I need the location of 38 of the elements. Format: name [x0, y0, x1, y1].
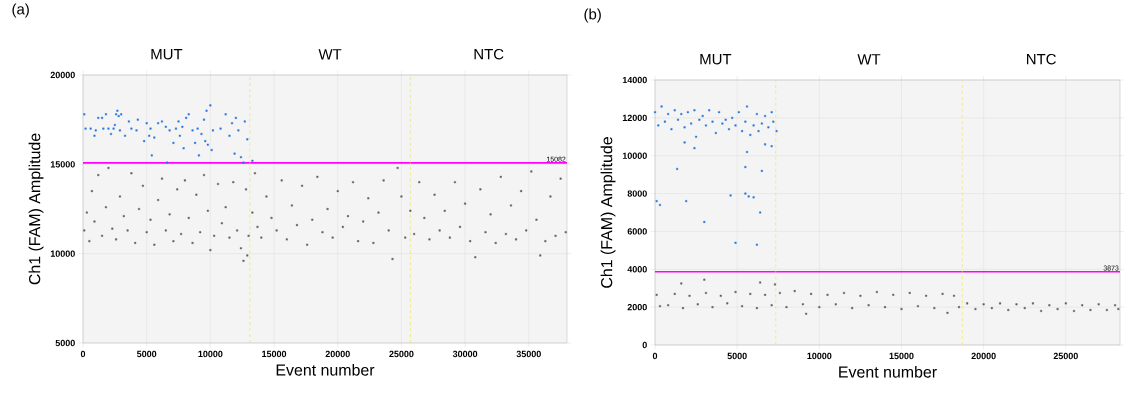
x-tick-label: 5000: [727, 352, 747, 360]
x-tick-label: 20000: [325, 350, 350, 358]
chart-title: (a): [12, 3, 29, 18]
x-tick-label: 0: [80, 350, 86, 358]
chart-title: (b): [584, 8, 601, 23]
text: MUT: [700, 54, 732, 65]
x-tick-label: 15000: [889, 352, 914, 360]
text: MUT: [151, 49, 183, 60]
text: NTC: [474, 48, 504, 60]
text: WT: [318, 49, 342, 60]
y-tick-label: 14000: [622, 76, 647, 84]
y-tick-label: 5000: [55, 339, 75, 347]
x-tick-label: 10000: [198, 350, 223, 358]
x-tick-label: 25000: [389, 350, 414, 358]
y-tick-label: 8000: [627, 190, 647, 197]
x-tick-label: 30000: [452, 350, 478, 358]
x-axis-title: Event number: [276, 363, 375, 376]
y-tick-label: 0: [642, 341, 647, 349]
y-tick-label: 10000: [50, 250, 75, 257]
x-tick-label: 15000: [262, 350, 287, 358]
x-tick-label: 35000: [516, 350, 541, 358]
y-tick-label: 15000: [50, 161, 75, 168]
y-tick-label: 4000: [627, 266, 647, 273]
y-tick-label: 10000: [622, 152, 647, 159]
x-tick-label: 5000: [136, 350, 157, 358]
x-tick-label: 25000: [1053, 352, 1078, 360]
y-axis-title: Ch1 (FAM) Amplitude: [600, 137, 616, 288]
x-tick-label: 10000: [807, 352, 832, 360]
y-tick-label: 2000: [627, 303, 647, 311]
x-tick-label: 20000: [971, 352, 996, 360]
x-axis-title: Event number: [839, 365, 937, 378]
text: NTC: [1027, 53, 1056, 65]
y-tick-label: 6000: [627, 228, 647, 235]
x-tick-label: 0: [652, 352, 658, 360]
text: WT: [857, 54, 881, 65]
y-axis-title: Ch1 (FAM) Amplitude: [28, 133, 44, 285]
y-tick-label: 12000: [622, 114, 647, 122]
y-tick-label: 20000: [50, 71, 75, 79]
